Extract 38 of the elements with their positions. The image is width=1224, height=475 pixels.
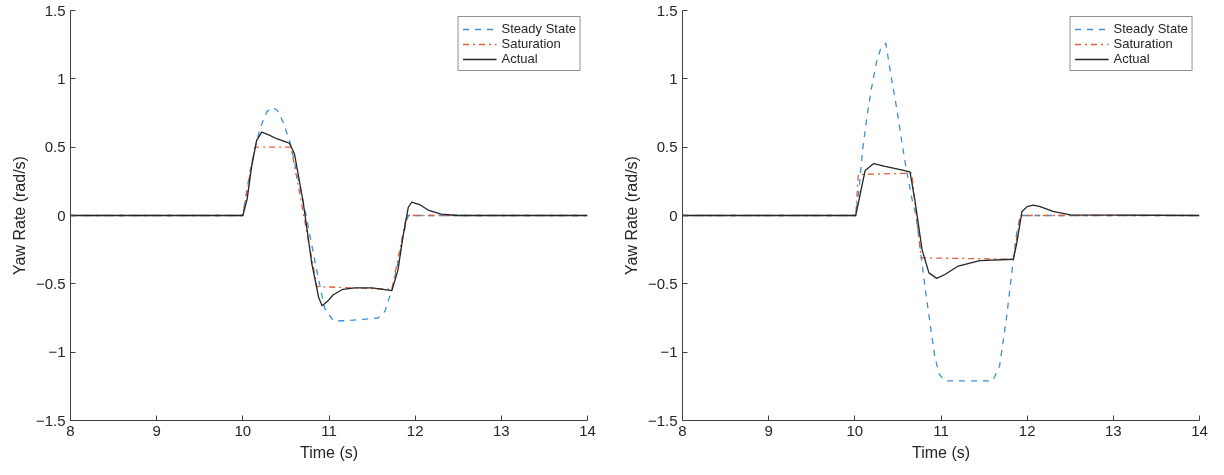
y-tick-label: −1	[48, 343, 66, 361]
y-tick-label: 0	[669, 206, 678, 224]
y-tick-label: −0.5	[647, 274, 678, 292]
x-tick-label: 12	[406, 421, 424, 439]
x-tick-label: 8	[678, 421, 687, 439]
y-tick-label: 1	[669, 69, 678, 87]
y-tick-label: 1.5	[44, 1, 66, 19]
y-tick-label: −1.5	[35, 411, 66, 429]
y-tick-label: 1	[57, 69, 66, 87]
y-axis-title: Yaw Rate (rad/s)	[10, 156, 28, 275]
legend-label: Saturation	[1113, 36, 1173, 51]
x-tick-label: 13	[492, 421, 510, 439]
y-tick-label: 0.5	[44, 138, 66, 156]
x-tick-label: 13	[1104, 421, 1122, 439]
x-tick-label: 9	[152, 421, 161, 439]
x-axis-title: Time (s)	[911, 443, 971, 461]
legend-label: Steady State	[501, 21, 576, 36]
x-tick-label: 12	[1018, 421, 1036, 439]
x-tick-label: 14	[579, 421, 596, 439]
legend-label: Saturation	[501, 36, 561, 51]
x-axis-title: Time (s)	[299, 443, 359, 461]
legend-label: Actual	[501, 51, 538, 66]
x-tick-label: 10	[846, 421, 864, 439]
x-tick-label: 8	[66, 421, 75, 439]
y-tick-label: −0.5	[35, 274, 66, 292]
x-tick-label: 10	[234, 421, 252, 439]
x-tick-label: 9	[764, 421, 773, 439]
y-tick-label: 0	[57, 206, 66, 224]
y-tick-label: −1.5	[647, 411, 678, 429]
x-tick-label: 11	[933, 421, 949, 439]
y-tick-label: 1.5	[656, 1, 678, 19]
y-tick-label: 0.5	[656, 138, 678, 156]
x-tick-label: 11	[321, 421, 337, 439]
legend-label: Steady State	[1113, 21, 1188, 36]
y-tick-label: −1	[660, 343, 678, 361]
x-tick-label: 14	[1191, 421, 1208, 439]
legend-label: Actual	[1113, 51, 1150, 66]
y-axis-title: Yaw Rate (rad/s)	[622, 156, 640, 275]
